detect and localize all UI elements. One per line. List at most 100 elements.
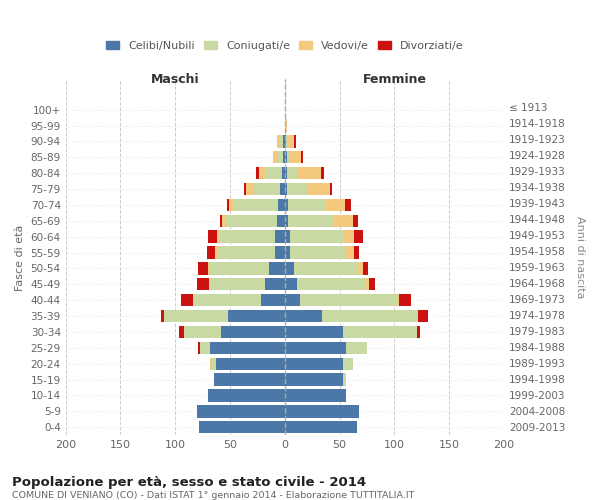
Text: Popolazione per età, sesso e stato civile - 2014: Popolazione per età, sesso e stato civil…	[12, 476, 366, 489]
Bar	[301, 151, 304, 164]
Bar	[283, 135, 285, 147]
Bar	[280, 135, 283, 147]
Bar	[346, 246, 354, 258]
Bar	[277, 135, 280, 147]
Bar	[290, 151, 301, 164]
Bar	[307, 183, 330, 195]
Bar	[275, 230, 285, 243]
Bar	[418, 310, 428, 322]
Bar	[208, 262, 210, 274]
Bar	[285, 230, 290, 243]
Bar	[290, 246, 346, 258]
Bar	[287, 167, 298, 179]
Bar	[285, 167, 287, 179]
Bar	[197, 278, 209, 290]
Bar	[343, 358, 353, 370]
Bar	[256, 167, 259, 179]
Bar	[226, 214, 277, 227]
Bar	[293, 135, 296, 147]
Bar	[212, 358, 216, 370]
Bar	[285, 405, 359, 417]
Bar	[285, 246, 290, 258]
Bar	[357, 262, 362, 274]
Bar	[198, 262, 208, 274]
Bar	[369, 278, 374, 290]
Bar	[229, 198, 235, 211]
Bar	[281, 167, 285, 179]
Bar	[161, 310, 164, 322]
Bar	[297, 278, 366, 290]
Bar	[285, 183, 287, 195]
Bar	[399, 294, 411, 306]
Bar	[223, 214, 226, 227]
Bar	[397, 294, 399, 306]
Bar	[200, 342, 210, 354]
Bar	[228, 310, 285, 322]
Bar	[217, 246, 275, 258]
Bar	[287, 151, 290, 164]
Bar	[366, 278, 369, 290]
Bar	[184, 326, 221, 338]
Bar	[300, 294, 397, 306]
Bar	[298, 167, 321, 179]
Bar	[285, 310, 322, 322]
Bar	[321, 167, 324, 179]
Bar	[344, 230, 354, 243]
Text: COMUNE DI VENIANO (CO) - Dati ISTAT 1° gennaio 2014 - Elaborazione TUTTITALIA.IT: COMUNE DI VENIANO (CO) - Dati ISTAT 1° g…	[12, 491, 415, 500]
Bar	[285, 390, 346, 402]
Bar	[227, 198, 229, 211]
Bar	[247, 183, 254, 195]
Bar	[221, 326, 285, 338]
Bar	[277, 151, 283, 164]
Bar	[210, 342, 285, 354]
Legend: Celibi/Nubili, Coniugati/e, Vedovi/e, Divorziati/e: Celibi/Nubili, Coniugati/e, Vedovi/e, Di…	[104, 39, 466, 54]
Bar	[261, 294, 285, 306]
Bar	[285, 135, 286, 147]
Bar	[354, 246, 359, 258]
Bar	[285, 358, 343, 370]
Y-axis label: Anni di nascita: Anni di nascita	[575, 216, 585, 298]
Bar	[214, 374, 285, 386]
Bar	[362, 262, 368, 274]
Text: Femmine: Femmine	[362, 73, 427, 86]
Bar	[265, 278, 285, 290]
Bar	[198, 342, 200, 354]
Bar	[235, 198, 278, 211]
Bar	[283, 151, 285, 164]
Bar	[288, 214, 334, 227]
Text: Maschi: Maschi	[151, 73, 200, 86]
Bar	[285, 262, 293, 274]
Bar	[326, 198, 345, 211]
Bar	[193, 294, 261, 306]
Bar	[244, 183, 247, 195]
Bar	[287, 183, 307, 195]
Bar	[353, 214, 358, 227]
Bar	[199, 421, 285, 434]
Bar	[285, 214, 288, 227]
Bar	[278, 198, 285, 211]
Bar	[345, 198, 350, 211]
Bar	[285, 198, 288, 211]
Bar	[277, 214, 285, 227]
Bar	[269, 262, 285, 274]
Bar	[343, 374, 346, 386]
Bar	[217, 230, 219, 243]
Bar	[418, 326, 419, 338]
Bar	[285, 278, 297, 290]
Bar	[280, 183, 285, 195]
Bar	[346, 342, 367, 354]
Bar	[208, 230, 217, 243]
Bar	[266, 167, 281, 179]
Bar	[208, 390, 285, 402]
Bar	[164, 310, 228, 322]
Bar	[286, 135, 288, 147]
Bar	[330, 183, 332, 195]
Bar	[285, 120, 287, 132]
Bar	[209, 278, 265, 290]
Bar	[285, 342, 346, 354]
Bar	[288, 198, 326, 211]
Bar	[216, 358, 285, 370]
Bar	[210, 358, 212, 370]
Bar	[275, 246, 285, 258]
Bar	[207, 246, 215, 258]
